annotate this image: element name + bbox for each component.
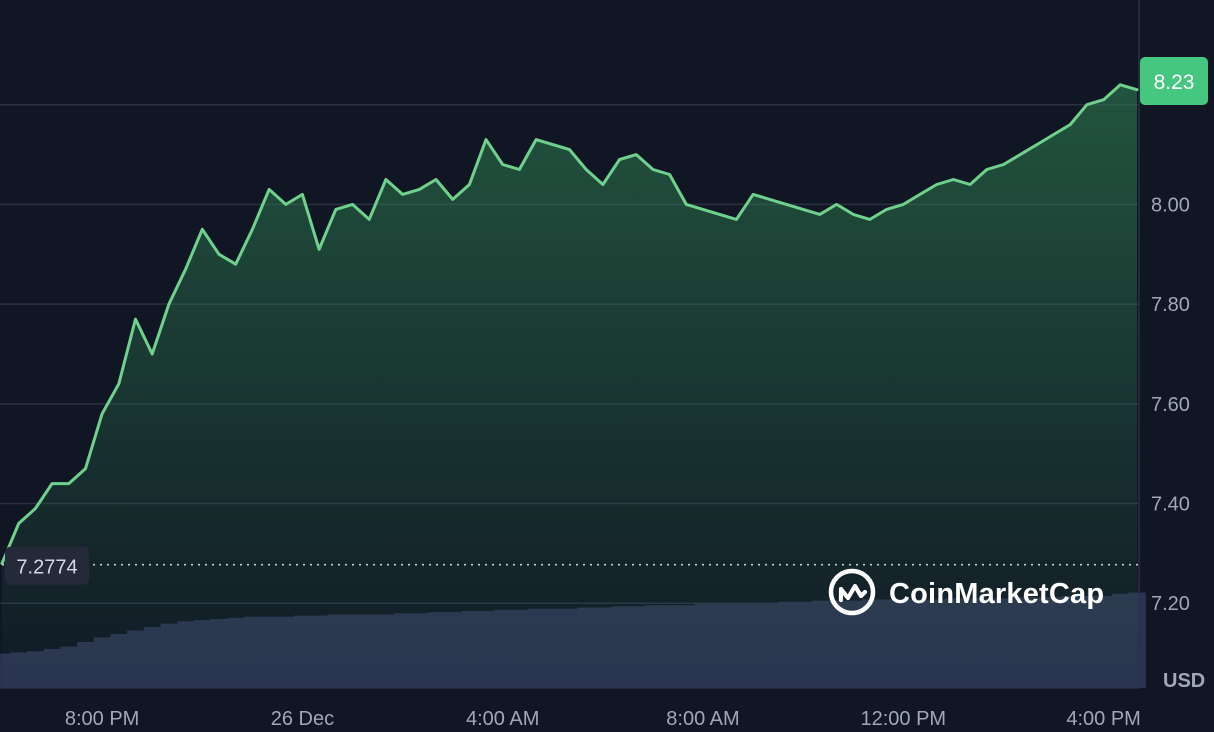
price-point: [1085, 103, 1089, 106]
price-point: [751, 193, 755, 196]
price-point: [17, 522, 20, 525]
x-tick-label: 4:00 AM: [466, 708, 539, 730]
price-point: [151, 352, 154, 356]
price-point: [885, 208, 888, 211]
price-point: [902, 203, 905, 206]
price-point: [368, 218, 371, 221]
price-point: [100, 412, 104, 415]
price-point: [301, 193, 304, 196]
open-price-label: 7.2774: [16, 557, 77, 579]
price-point: [267, 188, 271, 191]
price-point: [802, 208, 805, 211]
price-point: [852, 213, 855, 216]
price-point: [985, 168, 988, 171]
price-point: [718, 213, 721, 216]
price-point: [234, 263, 237, 266]
price-point: [768, 198, 771, 201]
price-point: [968, 183, 972, 186]
price-point: [601, 183, 605, 186]
y-tick-label: 8.00: [1151, 194, 1190, 216]
price-point: [384, 178, 388, 181]
price-point: [701, 208, 705, 211]
price-point: [585, 168, 588, 171]
y-tick-label: 7.20: [1151, 593, 1190, 615]
price-point: [1052, 133, 1055, 136]
price-point: [50, 482, 54, 485]
price-point: [1135, 88, 1139, 91]
price-point: [351, 203, 354, 206]
price-point: [818, 213, 822, 216]
price-point: [534, 138, 538, 141]
coinmarketcap-logo-icon: [828, 568, 876, 616]
price-point: [1069, 123, 1072, 126]
open-price-badge: [5, 546, 89, 585]
y-tick-label: 7.60: [1151, 394, 1190, 416]
price-point: [418, 188, 421, 191]
price-line: [0, 83, 1139, 565]
x-tick-label: 8:00 AM: [666, 708, 739, 730]
coinmarketcap-watermark: CoinMarketCap: [828, 568, 1104, 616]
price-point: [551, 143, 554, 146]
x-tick-label: 8:00 PM: [65, 708, 139, 730]
price-point: [284, 203, 287, 206]
price-point: [484, 138, 488, 141]
x-axis: 8:00 PM 26 Dec 4:00 AM 8:00 AM 12:00 PM 4:00 …: [65, 708, 1141, 730]
x-tick-label: 26 Dec: [271, 708, 334, 730]
price-point: [434, 178, 438, 181]
y-tick-label: 7.80: [1151, 294, 1190, 316]
price-point: [618, 158, 621, 161]
price-point: [1002, 163, 1005, 166]
y-tick-label: 7.40: [1151, 494, 1190, 516]
price-point: [935, 183, 938, 186]
price-point: [201, 228, 204, 231]
price-point: [918, 193, 922, 196]
price-point: [785, 203, 788, 206]
price-point: [518, 168, 521, 171]
open-price-marker: 7.2774: [2, 546, 1139, 585]
price-point: [1102, 98, 1105, 101]
price-point: [685, 203, 688, 206]
price-point: [635, 153, 638, 156]
price-point: [1035, 143, 1039, 146]
x-tick-label: 12:00 PM: [860, 708, 946, 730]
currency-unit-label: USD: [1163, 670, 1205, 692]
price-point: [401, 193, 404, 196]
price-point: [184, 268, 187, 271]
price-point: [251, 228, 254, 231]
price-point: [835, 203, 838, 206]
price-point: [1019, 153, 1022, 156]
price-point: [952, 178, 955, 181]
watermark-text: CoinMarketCap: [889, 578, 1104, 610]
price-point: [334, 208, 337, 211]
price-area: [2, 84, 1137, 689]
current-price-badge: 8.23: [1140, 57, 1208, 105]
price-point: [167, 302, 171, 306]
price-point: [117, 382, 121, 386]
price-point: [317, 248, 321, 251]
price-point: [67, 482, 71, 485]
current-price-label: 8.23: [1154, 71, 1195, 94]
price-point: [451, 198, 454, 201]
price-point: [34, 507, 37, 510]
price-point: [735, 218, 738, 221]
price-point: [501, 163, 504, 166]
price-point: [868, 218, 872, 221]
price-point: [217, 253, 221, 256]
price-point: [668, 173, 671, 176]
price-point: [134, 317, 137, 321]
x-tick-label: 4:00 PM: [1066, 708, 1140, 730]
price-point: [651, 168, 655, 171]
price-point: [84, 467, 87, 470]
price-point: [1119, 83, 1122, 87]
price-point: [468, 183, 471, 186]
price-point: [568, 148, 571, 151]
y-axis: 8.00 7.80 7.60 7.40 7.20: [1151, 194, 1190, 615]
price-area-fill: [2, 84, 1137, 689]
